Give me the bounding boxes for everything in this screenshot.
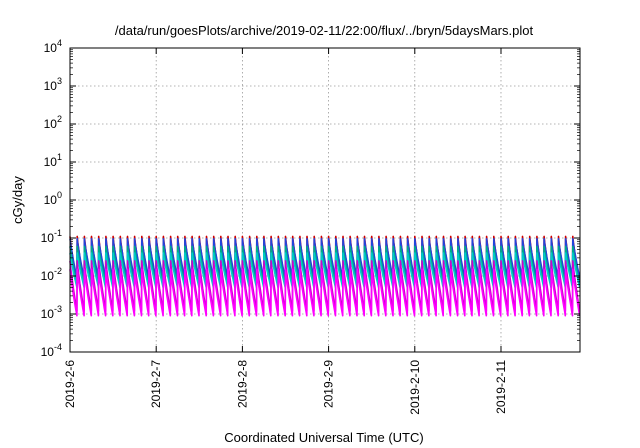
x-axis: 2019-2-6 2019-2-7 2019-2-8 2019-2-9 2019-2-1… (63, 48, 508, 415)
x-tick-label: 2019-2-7 (149, 360, 163, 408)
y-tick-label: 10-4 (41, 342, 62, 359)
y-tick-label: 100 (44, 190, 62, 207)
x-tick-label: 2019-2-9 (322, 360, 336, 408)
y-axis: 10-4 10-3 10-2 10-1 100 101 102 103 104 (41, 38, 580, 359)
y-tick-label: 102 (44, 114, 62, 131)
y-tick-label: 101 (44, 152, 62, 169)
chart-title: /data/run/goesPlots/archive/2019-02-11/2… (115, 23, 534, 38)
y-tick-label: 10-3 (41, 304, 62, 321)
y-tick-label: 103 (44, 76, 62, 93)
x-tick-label: 2019-2-10 (408, 360, 422, 415)
x-tick-label: 2019-2-6 (63, 360, 77, 408)
y-tick-label: 104 (44, 38, 62, 55)
series-group (69, 235, 581, 317)
series-line-6 (69, 268, 581, 317)
x-tick-label: 2019-2-11 (494, 360, 508, 414)
y-tick-label: 10-2 (41, 266, 62, 283)
y-tick-label: 10-1 (41, 228, 62, 245)
x-tick-label: 2019-2-8 (235, 360, 249, 408)
series-line-4 (69, 252, 581, 289)
y-axis-label: cGy/day (10, 176, 25, 224)
x-axis-label: Coordinated Universal Time (UTC) (224, 430, 423, 445)
